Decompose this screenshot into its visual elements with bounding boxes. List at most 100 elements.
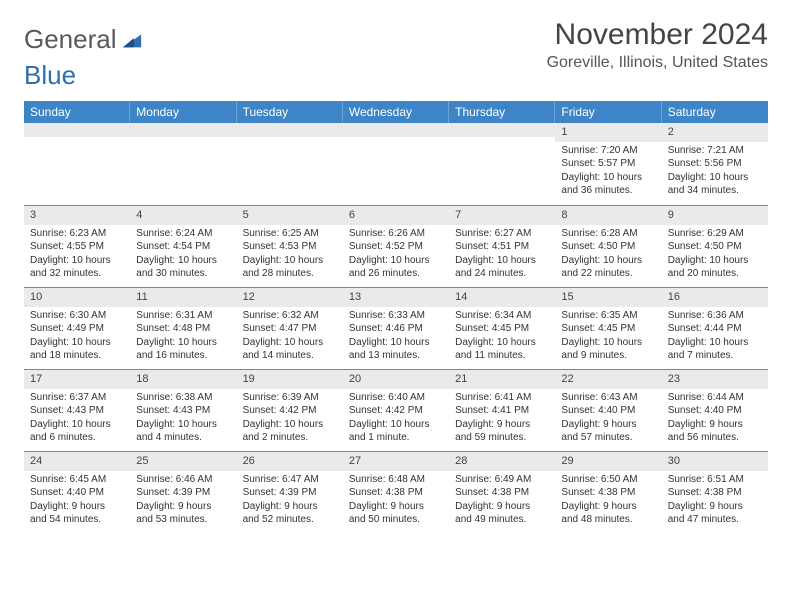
sunrise-text: Sunrise: 6:37 AM — [30, 391, 124, 405]
sunset-text: Sunset: 4:38 PM — [561, 486, 655, 500]
week-row: 10Sunrise: 6:30 AMSunset: 4:49 PMDayligh… — [24, 287, 768, 369]
sunrise-text: Sunrise: 6:28 AM — [561, 227, 655, 241]
sunset-text: Sunset: 4:51 PM — [455, 240, 549, 254]
sunrise-text: Sunrise: 6:45 AM — [30, 473, 124, 487]
day-body: Sunrise: 6:34 AMSunset: 4:45 PMDaylight:… — [449, 307, 555, 367]
sunrise-text: Sunrise: 6:23 AM — [30, 227, 124, 241]
daylight-text: Daylight: 10 hours and 34 minutes. — [668, 171, 762, 198]
day-number: 8 — [555, 205, 661, 225]
day-cell — [24, 123, 130, 205]
sunset-text: Sunset: 4:39 PM — [243, 486, 337, 500]
sunset-text: Sunset: 4:42 PM — [243, 404, 337, 418]
daylight-text: Daylight: 9 hours and 59 minutes. — [455, 418, 549, 445]
daylight-text: Daylight: 10 hours and 24 minutes. — [455, 254, 549, 281]
day-body: Sunrise: 6:44 AMSunset: 4:40 PMDaylight:… — [662, 389, 768, 449]
day-body — [130, 137, 236, 197]
day-number: 28 — [449, 451, 555, 471]
sunrise-text: Sunrise: 6:24 AM — [136, 227, 230, 241]
day-body: Sunrise: 6:35 AMSunset: 4:45 PMDaylight:… — [555, 307, 661, 367]
day-cell: 28Sunrise: 6:49 AMSunset: 4:38 PMDayligh… — [449, 451, 555, 533]
day-body: Sunrise: 6:31 AMSunset: 4:48 PMDaylight:… — [130, 307, 236, 367]
daylight-text: Daylight: 10 hours and 9 minutes. — [561, 336, 655, 363]
day-cell — [237, 123, 343, 205]
day-number: 14 — [449, 287, 555, 307]
day-cell: 3Sunrise: 6:23 AMSunset: 4:55 PMDaylight… — [24, 205, 130, 287]
daylight-text: Daylight: 10 hours and 6 minutes. — [30, 418, 124, 445]
daylight-text: Daylight: 9 hours and 47 minutes. — [668, 500, 762, 527]
day-number: 24 — [24, 451, 130, 471]
sunrise-text: Sunrise: 6:41 AM — [455, 391, 549, 405]
daylight-text: Daylight: 10 hours and 14 minutes. — [243, 336, 337, 363]
sunrise-text: Sunrise: 6:44 AM — [668, 391, 762, 405]
day-number: 22 — [555, 369, 661, 389]
day-cell: 2Sunrise: 7:21 AMSunset: 5:56 PMDaylight… — [662, 123, 768, 205]
daylight-text: Daylight: 10 hours and 32 minutes. — [30, 254, 124, 281]
sunset-text: Sunset: 4:44 PM — [668, 322, 762, 336]
sunset-text: Sunset: 4:50 PM — [668, 240, 762, 254]
day-cell — [449, 123, 555, 205]
day-number — [449, 123, 555, 137]
sunrise-text: Sunrise: 6:33 AM — [349, 309, 443, 323]
day-number — [130, 123, 236, 137]
day-cell: 19Sunrise: 6:39 AMSunset: 4:42 PMDayligh… — [237, 369, 343, 451]
day-number: 13 — [343, 287, 449, 307]
sunset-text: Sunset: 4:55 PM — [30, 240, 124, 254]
day-cell: 11Sunrise: 6:31 AMSunset: 4:48 PMDayligh… — [130, 287, 236, 369]
day-number: 20 — [343, 369, 449, 389]
sunset-text: Sunset: 4:43 PM — [30, 404, 124, 418]
daylight-text: Daylight: 10 hours and 30 minutes. — [136, 254, 230, 281]
month-title: November 2024 — [547, 18, 768, 52]
day-body: Sunrise: 6:45 AMSunset: 4:40 PMDaylight:… — [24, 471, 130, 531]
daylight-text: Daylight: 10 hours and 18 minutes. — [30, 336, 124, 363]
sunset-text: Sunset: 4:40 PM — [668, 404, 762, 418]
daylight-text: Daylight: 10 hours and 22 minutes. — [561, 254, 655, 281]
week-row: 24Sunrise: 6:45 AMSunset: 4:40 PMDayligh… — [24, 451, 768, 533]
day-body: Sunrise: 7:20 AMSunset: 5:57 PMDaylight:… — [555, 142, 661, 202]
sunset-text: Sunset: 4:42 PM — [349, 404, 443, 418]
day-body — [449, 137, 555, 197]
day-number — [237, 123, 343, 137]
daylight-text: Daylight: 10 hours and 16 minutes. — [136, 336, 230, 363]
day-body: Sunrise: 6:29 AMSunset: 4:50 PMDaylight:… — [662, 225, 768, 285]
day-number: 9 — [662, 205, 768, 225]
logo: General — [24, 18, 143, 55]
sunrise-text: Sunrise: 6:47 AM — [243, 473, 337, 487]
sunset-text: Sunset: 4:46 PM — [349, 322, 443, 336]
calendar: Sunday Monday Tuesday Wednesday Thursday… — [24, 101, 768, 533]
title-block: November 2024 Goreville, Illinois, Unite… — [547, 18, 768, 72]
day-cell — [130, 123, 236, 205]
day-body: Sunrise: 6:23 AMSunset: 4:55 PMDaylight:… — [24, 225, 130, 285]
daylight-text: Daylight: 9 hours and 48 minutes. — [561, 500, 655, 527]
sunset-text: Sunset: 4:47 PM — [243, 322, 337, 336]
day-body: Sunrise: 6:28 AMSunset: 4:50 PMDaylight:… — [555, 225, 661, 285]
day-body — [237, 137, 343, 197]
sunrise-text: Sunrise: 6:35 AM — [561, 309, 655, 323]
day-body: Sunrise: 6:50 AMSunset: 4:38 PMDaylight:… — [555, 471, 661, 531]
sunset-text: Sunset: 4:53 PM — [243, 240, 337, 254]
day-number: 2 — [662, 123, 768, 142]
day-header-thursday: Thursday — [449, 101, 555, 123]
sunset-text: Sunset: 4:50 PM — [561, 240, 655, 254]
sunrise-text: Sunrise: 6:49 AM — [455, 473, 549, 487]
day-number: 29 — [555, 451, 661, 471]
sunset-text: Sunset: 4:40 PM — [561, 404, 655, 418]
day-cell: 9Sunrise: 6:29 AMSunset: 4:50 PMDaylight… — [662, 205, 768, 287]
day-cell: 18Sunrise: 6:38 AMSunset: 4:43 PMDayligh… — [130, 369, 236, 451]
day-body: Sunrise: 6:49 AMSunset: 4:38 PMDaylight:… — [449, 471, 555, 531]
day-cell: 10Sunrise: 6:30 AMSunset: 4:49 PMDayligh… — [24, 287, 130, 369]
day-cell: 23Sunrise: 6:44 AMSunset: 4:40 PMDayligh… — [662, 369, 768, 451]
day-cell: 26Sunrise: 6:47 AMSunset: 4:39 PMDayligh… — [237, 451, 343, 533]
day-body: Sunrise: 6:43 AMSunset: 4:40 PMDaylight:… — [555, 389, 661, 449]
sunset-text: Sunset: 4:40 PM — [30, 486, 124, 500]
day-body: Sunrise: 6:38 AMSunset: 4:43 PMDaylight:… — [130, 389, 236, 449]
day-body: Sunrise: 6:47 AMSunset: 4:39 PMDaylight:… — [237, 471, 343, 531]
location-text: Goreville, Illinois, United States — [547, 54, 768, 72]
daylight-text: Daylight: 9 hours and 56 minutes. — [668, 418, 762, 445]
daylight-text: Daylight: 9 hours and 54 minutes. — [30, 500, 124, 527]
sunset-text: Sunset: 4:45 PM — [561, 322, 655, 336]
week-row: 3Sunrise: 6:23 AMSunset: 4:55 PMDaylight… — [24, 205, 768, 287]
sunrise-text: Sunrise: 6:29 AM — [668, 227, 762, 241]
daylight-text: Daylight: 9 hours and 49 minutes. — [455, 500, 549, 527]
day-cell: 1Sunrise: 7:20 AMSunset: 5:57 PMDaylight… — [555, 123, 661, 205]
daylight-text: Daylight: 10 hours and 20 minutes. — [668, 254, 762, 281]
